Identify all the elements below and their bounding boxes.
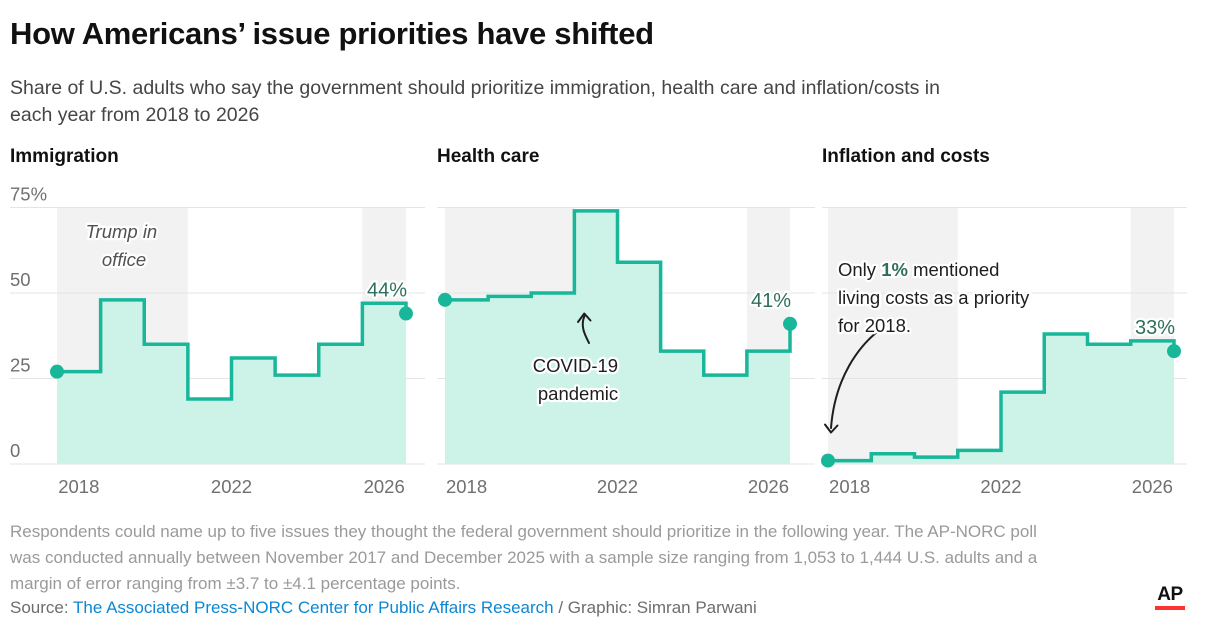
ap-logo: AP (1155, 585, 1185, 610)
covid-arrow (581, 315, 590, 344)
immigration-chart-title: Immigration (10, 146, 119, 167)
subtitle-line-2: each year from 2018 to 2026 (10, 104, 260, 126)
x-tick-label: 2022 (211, 476, 252, 497)
x-tick-label: 2018 (446, 476, 487, 497)
source-label: Source: (10, 598, 74, 617)
x-tick-label: 2018 (829, 476, 870, 497)
health-care-chart: 2018 2022 2026 41% COVID-19 pandemic (437, 207, 815, 497)
end-dot (399, 306, 413, 321)
footnote-line-3: margin of error ranging from ±3.7 to ±4.… (10, 574, 461, 593)
x-tick-label: 2018 (58, 476, 99, 497)
step-line (57, 298, 408, 401)
source-line: Source: The Associated Press-NORC Center… (10, 598, 757, 618)
start-dot (438, 292, 452, 307)
subtitle: Share of U.S. adults who say the governm… (10, 75, 940, 129)
start-dot (50, 364, 64, 379)
immigration-chart: 75% 50 25 0 2018 2022 2026 44% Trump in office (10, 184, 425, 497)
inflation-chart-title: Inflation and costs (822, 146, 990, 167)
ap-logo-red-bar (1155, 606, 1185, 610)
source-link[interactable]: The Associated Press-NORC Center for Pub… (73, 598, 554, 617)
living-costs-arrow (830, 331, 878, 429)
end-dot (783, 316, 797, 331)
y-tick-label: 25 (10, 355, 31, 376)
end-dot (1167, 344, 1181, 359)
footnote: Respondents could name up to five issues… (10, 519, 1037, 597)
living-costs-annotation: Only 1% mentioned living costs as a prio… (838, 259, 1034, 336)
step-line (828, 332, 1176, 463)
page-title: How Americans’ issue priorities have shi… (10, 16, 654, 51)
graphic-credit: Graphic: Simran Parwani (567, 598, 757, 617)
covid-arrowhead (577, 312, 592, 323)
living-costs-arrowhead (824, 423, 839, 434)
x-tick-label: 2026 (364, 476, 405, 497)
covid-annotation: COVID-19 pandemic (533, 355, 623, 404)
y-tick-label: 0 (10, 440, 20, 461)
footnote-line-1: Respondents could name up to five issues… (10, 522, 1037, 541)
source-separator: / (553, 598, 568, 617)
end-value-label: 41% (751, 290, 791, 312)
health-care-chart-title: Health care (437, 146, 540, 167)
ap-logo-text: AP (1157, 584, 1183, 605)
x-tick-label: 2022 (597, 476, 638, 497)
y-tick-label: 50 (10, 269, 31, 290)
x-tick-label: 2026 (748, 476, 789, 497)
x-tick-label: 2026 (1132, 476, 1173, 497)
x-tick-label: 2022 (980, 476, 1021, 497)
inflation-chart: 2018 2022 2026 33% Only 1% mentioned living… (821, 207, 1187, 497)
presidency-band (828, 207, 958, 464)
y-tick-label: 75% (10, 184, 47, 205)
end-value-label: 44% (367, 280, 407, 302)
trump-in-office-annotation: Trump in office (86, 221, 163, 270)
area-fill (445, 210, 790, 464)
start-dot (821, 453, 835, 468)
step-line (445, 209, 792, 377)
footnote-line-2: was conducted annually between November … (10, 548, 1038, 567)
end-value-label: 33% (1135, 317, 1175, 339)
subtitle-line-1: Share of U.S. adults who say the governm… (10, 77, 940, 99)
